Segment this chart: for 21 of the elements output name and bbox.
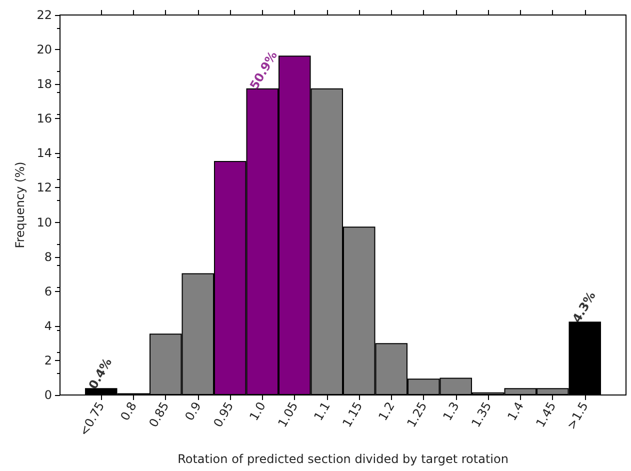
x-tick-label: 1.2	[376, 400, 398, 424]
x-tick-label: 1.0	[246, 400, 268, 424]
y-tick-label: 0	[44, 388, 52, 402]
y-tick-label: 18	[36, 77, 52, 92]
x-tick-label: 0.8	[118, 400, 140, 424]
y-tick-label: 14	[36, 146, 52, 160]
y-tick-label: 16	[36, 112, 52, 126]
x-axis-title: Rotation of predicted section divided by target rotation	[178, 452, 508, 466]
x-tick-label: 1.4	[504, 400, 526, 424]
x-tick-label: 0.9	[182, 400, 204, 424]
y-tick-label: 8	[44, 250, 52, 264]
y-tick-label: 20	[36, 42, 52, 57]
y-axis-title: Frequency (%)	[12, 162, 27, 248]
y-tick-label: 6	[44, 284, 52, 298]
y-tick-label: 22	[36, 8, 52, 22]
y-tick-label: 2	[44, 353, 52, 368]
y-tick-label: 10	[36, 215, 52, 230]
y-tick-label: 4	[44, 318, 52, 333]
x-tick-label: 1.3	[440, 400, 462, 424]
y-tick-label: 12	[36, 180, 52, 195]
x-tick-label: 1.1	[311, 400, 333, 424]
